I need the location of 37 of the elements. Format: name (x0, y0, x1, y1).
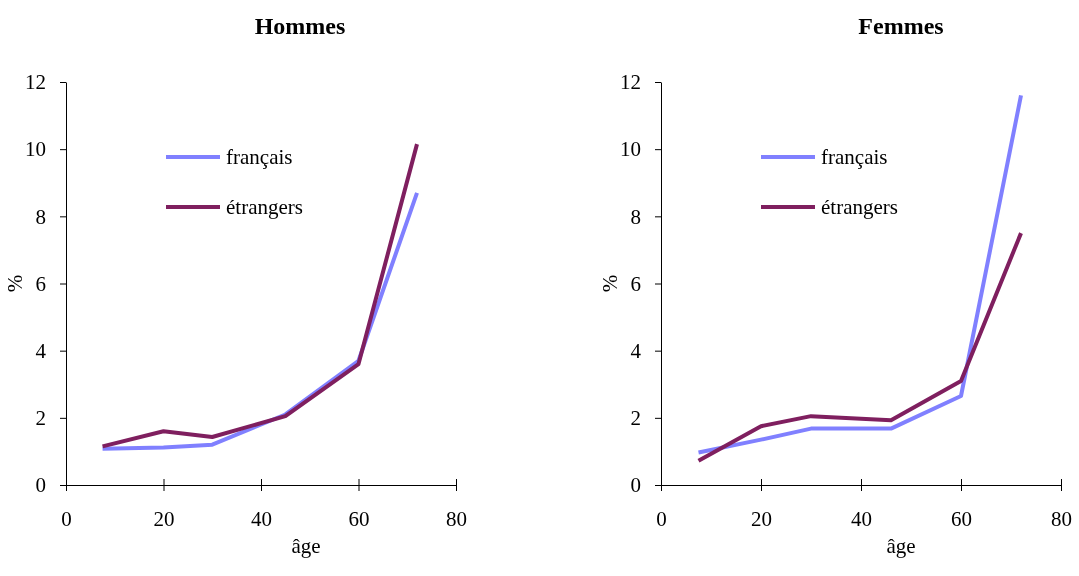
y-tick-label: 6 (630, 271, 641, 296)
y-tick-label: 4 (35, 338, 47, 363)
x-tick-label: 0 (61, 506, 72, 531)
y-tick-label: 2 (630, 406, 641, 431)
y-tick-label: 8 (630, 204, 641, 229)
y-axis-title: % (3, 274, 27, 293)
y-tick-label: 10 (25, 137, 46, 162)
y-tick-label: 6 (35, 271, 46, 296)
x-tick-label: 80 (446, 506, 467, 531)
chart-title: Femmes (858, 13, 944, 39)
legend-label: français (226, 145, 293, 169)
legend-label: étrangers (226, 195, 303, 219)
x-tick-label: 0 (656, 506, 667, 531)
y-axis-title: % (598, 274, 622, 293)
legend-label: français (821, 145, 888, 169)
x-tick-label: 80 (1051, 506, 1072, 531)
x-tick-label: 60 (951, 506, 972, 531)
y-tick-label: 12 (25, 70, 46, 95)
x-tick-label: 40 (851, 506, 872, 531)
y-tick-label: 2 (35, 406, 46, 431)
x-axis-title: âge (886, 534, 916, 558)
chart-title: Hommes (254, 13, 346, 39)
x-tick-label: 20 (153, 506, 175, 531)
y-tick-label: 4 (630, 338, 642, 363)
y-tick-label: 0 (630, 473, 641, 498)
x-tick-label: 60 (348, 506, 370, 531)
y-tick-label: 8 (35, 204, 46, 229)
line-series (696, 231, 1023, 463)
x-tick-label: 40 (251, 506, 272, 531)
x-tick-label: 20 (751, 506, 772, 531)
legend-label: étrangers (821, 195, 898, 219)
line-series (100, 142, 419, 449)
y-tick-label: 0 (35, 473, 46, 498)
line-series (696, 93, 1023, 455)
x-axis-title: âge (291, 534, 321, 558)
y-tick-label: 10 (620, 137, 641, 162)
y-tick-label: 12 (620, 70, 641, 95)
